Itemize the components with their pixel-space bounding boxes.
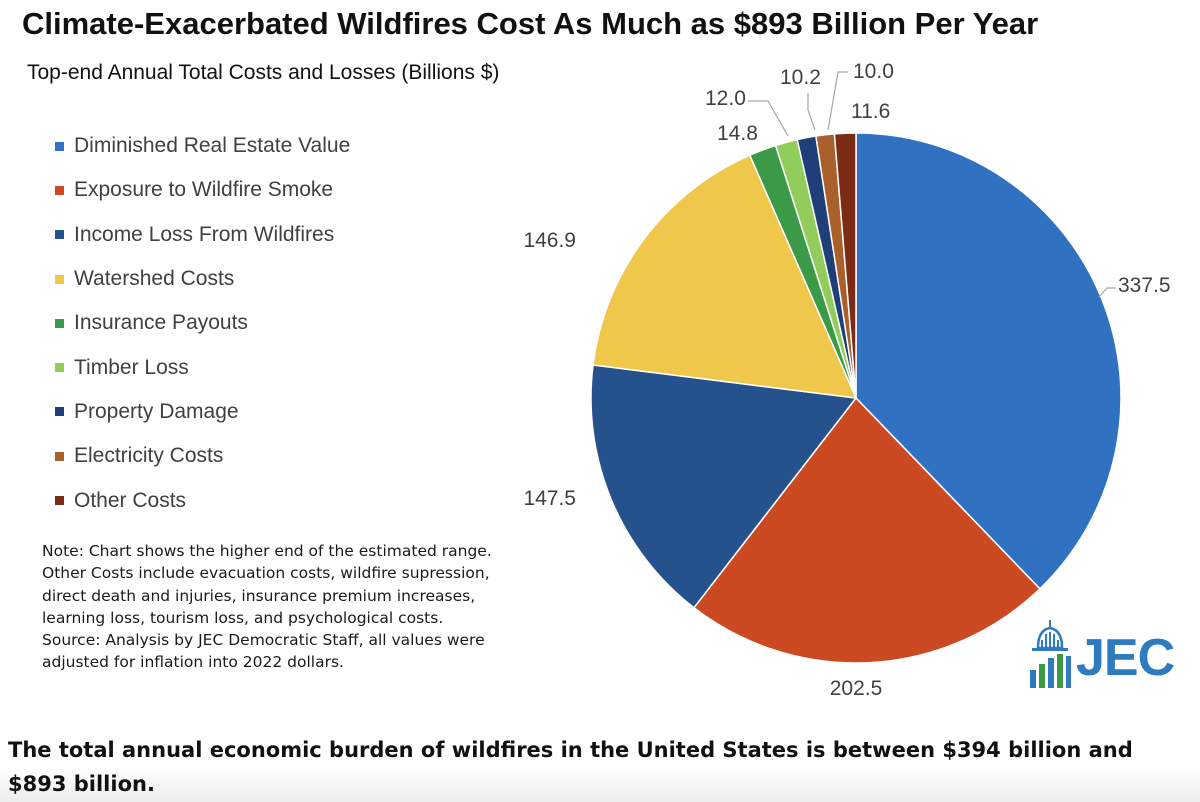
legend-item: Insurance Payouts (55, 301, 350, 345)
chart-title: Climate-Exacerbated Wildfires Cost As Mu… (22, 6, 1039, 41)
chart-subtitle: Top-end Annual Total Costs and Losses (B… (27, 61, 500, 84)
data-label: 202.5 (830, 677, 883, 700)
legend-swatch (55, 363, 64, 373)
legend-swatch (55, 407, 64, 417)
legend-item: Timber Loss (55, 345, 350, 389)
legend-label: Diminished Real Estate Value (74, 134, 351, 158)
note-line: direct death and injuries, insurance pre… (42, 586, 476, 605)
legend-item: Exposure to Wildfire Smoke (55, 168, 350, 212)
legend-swatch (55, 274, 64, 284)
data-label: 14.8 (717, 122, 758, 145)
jec-logo: JEC (1024, 618, 1184, 690)
legend-label: Exposure to Wildfire Smoke (74, 178, 334, 202)
legend-swatch (55, 318, 64, 328)
legend-item: Other Costs (55, 478, 350, 522)
caption-band (0, 715, 1200, 802)
pie-slice (855, 132, 1122, 590)
chart-legend: Diminished Real Estate Value Exposure to… (55, 124, 350, 523)
legend-label: Watershed Costs (74, 267, 235, 291)
legend-item: Diminished Real Estate Value (55, 124, 350, 168)
note-line: adjusted for inflation into 2022 dollars… (42, 653, 344, 672)
data-label: 11.6 (851, 100, 890, 123)
data-label: 147.5 (523, 487, 576, 510)
note-line: Source: Analysis by JEC Democratic Staff… (42, 631, 485, 650)
legend-label: Other Costs (74, 488, 187, 512)
legend-swatch (55, 451, 64, 461)
note-line: Other Costs include evacuation costs, wi… (42, 564, 490, 583)
legend-label: Insurance Payouts (74, 311, 248, 335)
legend-label: Property Damage (74, 399, 239, 423)
leader-line (748, 100, 789, 137)
legend-swatch (55, 230, 64, 240)
data-label: 10.0 (853, 60, 894, 83)
pie-slice (833, 132, 857, 399)
pie-slice (592, 154, 858, 399)
data-label: 146.9 (523, 229, 576, 252)
leader-line (1098, 287, 1116, 298)
legend-swatch (55, 496, 64, 506)
pie-slice (692, 396, 1041, 664)
legend-label: Income Loss From Wildfires (74, 222, 335, 246)
data-label: 10.2 (780, 66, 821, 89)
capitol-dome-icon (1030, 620, 1071, 688)
legend-item: Watershed Costs (55, 257, 350, 301)
note-line: Note: Chart shows the higher end of the … (42, 542, 492, 560)
data-label: 337.5 (1118, 274, 1171, 297)
note-line: learning loss, tourism loss, and psychol… (42, 608, 444, 627)
legend-item: Property Damage (55, 390, 350, 434)
pie-chart: 337.5 202.5 147.5 146.9 14.8 12.0 10.2 10.0 11.6 (523, 60, 1171, 700)
leader-line (807, 93, 816, 131)
legend-label: Electricity Costs (74, 444, 224, 468)
legend-swatch (55, 141, 64, 151)
logo-text: JEC (1076, 629, 1175, 687)
pie-slice (590, 364, 858, 609)
legend-item: Income Loss From Wildfires (55, 213, 350, 257)
leader-line (827, 71, 848, 131)
image-caption: The total annual economic burden of wild… (8, 738, 1133, 796)
chart-note: Note: Chart shows the higher end of the … (42, 540, 572, 674)
legend-swatch (55, 185, 64, 195)
legend-label: Timber Loss (74, 355, 189, 379)
legend-item: Electricity Costs (55, 434, 350, 478)
data-label: 12.0 (705, 87, 746, 110)
